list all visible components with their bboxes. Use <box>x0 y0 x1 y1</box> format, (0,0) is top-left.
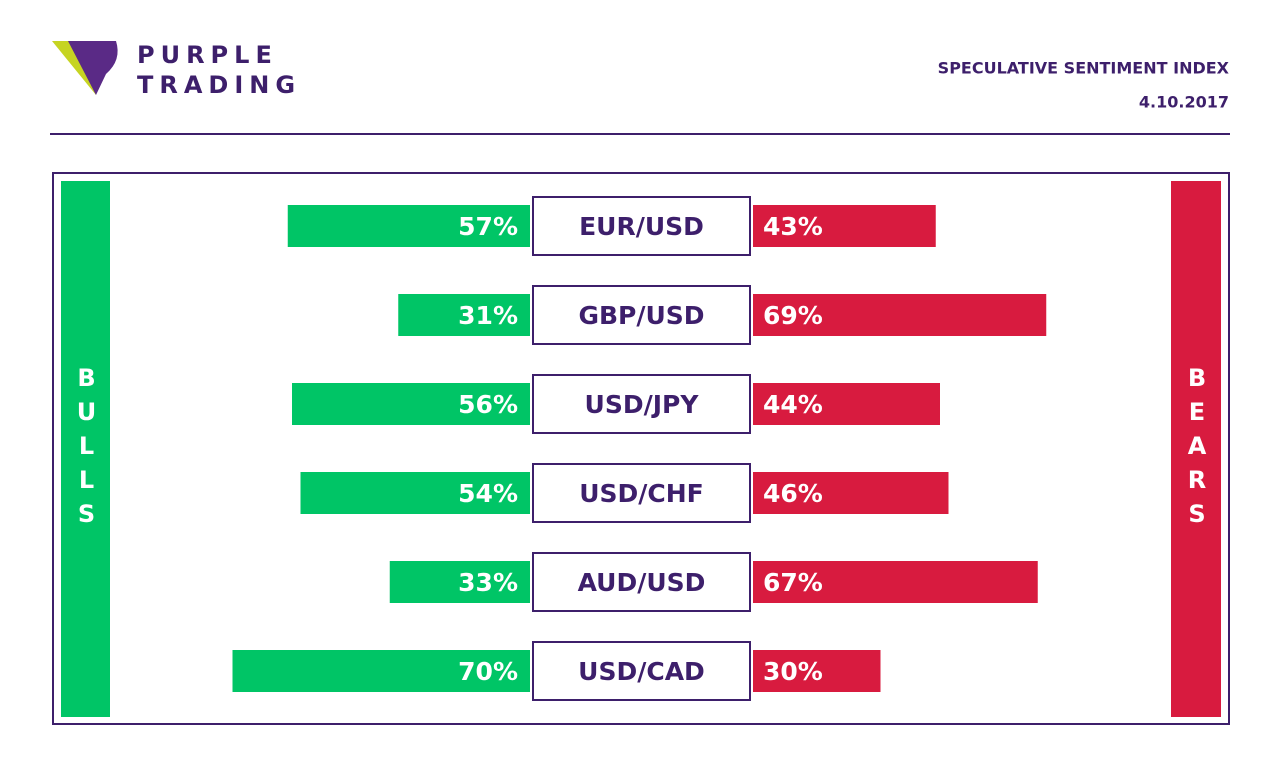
pair-label: EUR/USD <box>579 212 704 241</box>
logo-mark <box>68 41 118 95</box>
bear-bar <box>753 205 936 247</box>
pair-label: USD/CAD <box>578 657 705 686</box>
bear-value-label: 44% <box>763 390 823 419</box>
bull-value-label: 33% <box>458 568 518 597</box>
bear-bar <box>753 561 1038 603</box>
bull-value-label: 56% <box>458 390 518 419</box>
bull-bar <box>287 205 530 247</box>
pair-box <box>532 463 751 523</box>
bear-value-label: 69% <box>763 301 823 330</box>
legend-column <box>61 181 110 717</box>
bear-bar <box>753 650 881 692</box>
bear-value-label: 67% <box>763 568 823 597</box>
pair-label: USD/JPY <box>585 390 700 419</box>
pair-label: AUD/USD <box>578 568 706 597</box>
bull-bar <box>389 561 530 603</box>
brand-line: PURPLE <box>137 41 278 69</box>
bear-value-label: 46% <box>763 479 823 508</box>
chart-date: 4.10.2017 <box>1139 93 1229 112</box>
bear-bar <box>753 472 949 514</box>
bull-bar <box>292 383 530 425</box>
bull-bar <box>300 472 530 514</box>
bear-value-label: 30% <box>763 657 823 686</box>
logo <box>52 41 118 95</box>
bear-bar <box>753 294 1047 336</box>
pair-box <box>532 196 751 256</box>
legend-label: BEARS <box>1183 364 1211 534</box>
brand-line: TRADING <box>137 71 301 99</box>
legend-label: BULLS <box>73 364 101 534</box>
pair-label: GBP/USD <box>578 301 704 330</box>
bull-value-label: 31% <box>458 301 518 330</box>
pair-box <box>532 552 751 612</box>
bull-bar <box>398 294 530 336</box>
legend-column <box>1171 181 1221 717</box>
pair-box <box>532 374 751 434</box>
bull-value-label: 54% <box>458 479 518 508</box>
pair-label: USD/CHF <box>579 479 704 508</box>
bull-value-label: 70% <box>458 657 518 686</box>
pair-box <box>532 641 751 701</box>
bull-bar <box>232 650 530 692</box>
bear-value-label: 43% <box>763 212 823 241</box>
bear-bar <box>753 383 940 425</box>
chart-frame <box>52 172 1230 725</box>
chart-title: SPECULATIVE SENTIMENT INDEX <box>938 59 1230 78</box>
pair-box <box>532 285 751 345</box>
bull-value-label: 57% <box>458 212 518 241</box>
